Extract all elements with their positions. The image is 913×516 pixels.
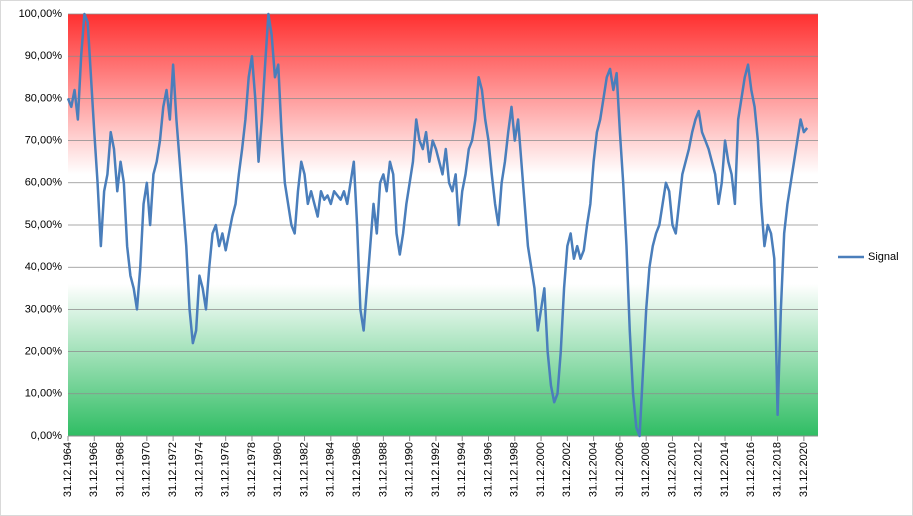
x-tick-label: 31.12.2020 — [798, 442, 810, 497]
y-tick-label: 80,00% — [25, 92, 63, 104]
x-tick-label: 31.12.1998 — [509, 442, 521, 497]
x-tick-label: 31.12.2000 — [535, 442, 547, 497]
x-tick-label: 31.12.1994 — [456, 442, 468, 497]
x-tick-label: 31.12.1992 — [430, 442, 442, 497]
y-tick-label: 30,00% — [25, 303, 63, 315]
x-tick-label: 31.12.2012 — [693, 442, 705, 497]
x-tick-label: 31.12.1982 — [298, 442, 310, 497]
x-tick-label: 31.12.1986 — [351, 442, 363, 497]
x-tick-label: 31.12.2008 — [640, 442, 652, 497]
y-tick-label: 40,00% — [25, 261, 63, 273]
x-tick-label: 31.12.2004 — [588, 442, 600, 497]
x-tick-label: 31.12.2016 — [745, 442, 757, 497]
x-tick-label: 31.12.1968 — [114, 442, 126, 497]
x-tick-label: 31.12.2002 — [561, 442, 573, 497]
x-tick-label: 31.12.1988 — [377, 442, 389, 497]
x-tick-label: 31.12.1974 — [193, 442, 205, 497]
x-tick-label: 31.12.2014 — [719, 442, 731, 497]
y-tick-label: 60,00% — [25, 177, 63, 189]
x-tick-label: 31.12.1966 — [88, 442, 100, 497]
x-tick-label: 31.12.2010 — [666, 442, 678, 497]
y-tick-label: 10,00% — [25, 388, 63, 400]
x-tick-label: 31.12.1970 — [141, 442, 153, 497]
y-tick-label: 70,00% — [25, 135, 63, 147]
x-tick-label: 31.12.1976 — [220, 442, 232, 497]
x-tick-label: 31.12.1964 — [62, 442, 74, 497]
y-tick-label: 90,00% — [25, 50, 63, 62]
y-tick-label: 0,00% — [31, 430, 62, 442]
legend-label: Signal — [868, 251, 899, 263]
x-tick-label: 31.12.2006 — [614, 442, 626, 497]
x-tick-label: 31.12.1990 — [404, 442, 416, 497]
y-tick-label: 100,00% — [19, 8, 63, 20]
line-series — [66, 12, 809, 438]
x-tick-label: 31.12.1984 — [325, 442, 337, 497]
x-tick-label: 31.12.1996 — [482, 442, 494, 497]
x-tick-label: 31.12.1980 — [272, 442, 284, 497]
y-tick-label: 20,00% — [25, 346, 63, 358]
y-tick-label: 50,00% — [25, 219, 63, 231]
x-tick-label: 31.12.1978 — [246, 442, 258, 497]
x-tick-label: 31.12.2018 — [771, 442, 783, 497]
x-tick-label: 31.12.1972 — [167, 442, 179, 497]
